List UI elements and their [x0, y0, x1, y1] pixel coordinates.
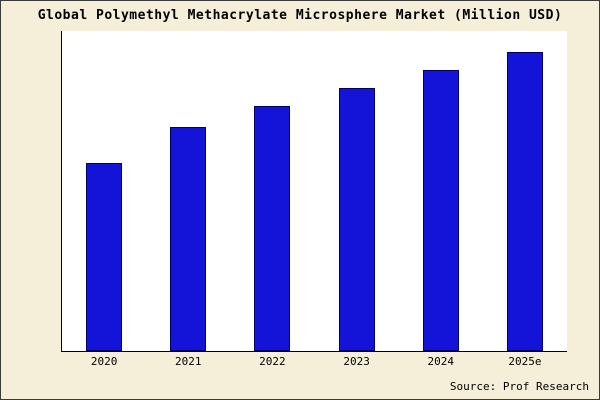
bar-2023 [338, 87, 375, 351]
bar-slot [483, 31, 567, 351]
x-tick-label-2023: 2023 [343, 355, 370, 368]
x-tick-label-2025e: 2025e [508, 355, 542, 368]
plot-area [61, 31, 567, 352]
bar-2024 [422, 69, 459, 351]
bar-2020 [86, 162, 123, 351]
chart-title: Global Polymethyl Methacrylate Microsphe… [37, 8, 563, 23]
bar-slot [315, 31, 399, 351]
bar-slot [62, 31, 146, 351]
x-tick-label-2020: 2020 [90, 355, 118, 368]
bar-slot [399, 31, 483, 351]
bar-2025e [506, 51, 543, 351]
x-axis-labels: 2020 2021 2022 2023 2024 2025e [62, 355, 567, 368]
x-tick-label-2024: 2024 [427, 355, 455, 368]
bar-2022 [254, 105, 291, 351]
x-tick-label-2022: 2022 [259, 355, 286, 368]
bar-slot [230, 31, 314, 351]
bar-slot [146, 31, 230, 351]
source-note: Source: Prof Research [449, 380, 589, 393]
x-tick-label-2021: 2021 [175, 355, 202, 368]
bar-2021 [170, 126, 207, 351]
bars [62, 31, 567, 351]
